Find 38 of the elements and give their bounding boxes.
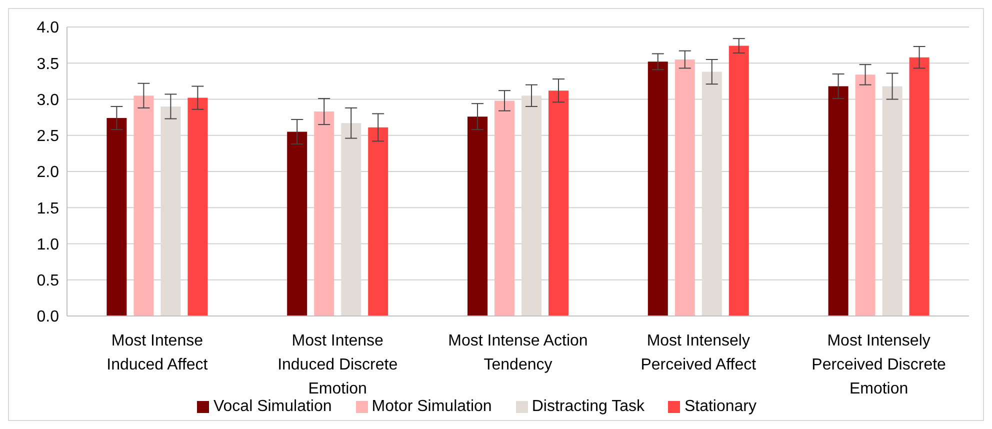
- y-tick-label: 3.5: [36, 56, 60, 73]
- legend-label: Vocal Simulation: [213, 398, 332, 415]
- bar: [548, 90, 568, 316]
- bar: [188, 98, 208, 316]
- bar: [882, 86, 902, 316]
- y-tick-label: 0.0: [36, 308, 60, 326]
- bar: [314, 112, 334, 316]
- y-tick-label: 1.5: [36, 200, 60, 218]
- bar: [160, 106, 181, 316]
- bar: [521, 96, 542, 316]
- bar: [134, 96, 154, 316]
- x-tick-label: Most Intense Action Tendency: [448, 332, 588, 374]
- x-tick-label: Most Intensely Perceived Discrete Emotion: [812, 332, 946, 398]
- bar: [494, 100, 514, 316]
- y-tick-label: 2.0: [36, 164, 60, 182]
- x-tick-label: Most Intense Induced Discrete Emotion: [278, 332, 398, 398]
- bar: [467, 116, 488, 316]
- y-tick-label: 3.0: [36, 92, 60, 109]
- bar: [368, 127, 388, 316]
- y-tick-label: 2.5: [36, 128, 60, 146]
- legend-label: Distracting Task: [532, 398, 644, 415]
- bar: [648, 62, 668, 316]
- y-tick-label: 4.0: [36, 20, 60, 37]
- bar: [855, 74, 876, 316]
- y-tick-label: 1.0: [36, 236, 60, 254]
- bar: [728, 46, 749, 316]
- legend-label: Motor Simulation: [372, 398, 492, 415]
- bar: [341, 123, 362, 316]
- bar: [828, 86, 848, 316]
- bar: [909, 57, 930, 316]
- bar: [287, 132, 308, 316]
- bar: [702, 72, 722, 316]
- bar: [106, 118, 127, 316]
- x-tick-label: Most Intense Induced Affect: [106, 332, 208, 374]
- y-tick-label: 0.5: [36, 272, 60, 290]
- x-tick-label: Most Intensely Perceived Affect: [640, 332, 757, 374]
- bar: [674, 60, 695, 316]
- legend-label: Stationary: [684, 398, 757, 415]
